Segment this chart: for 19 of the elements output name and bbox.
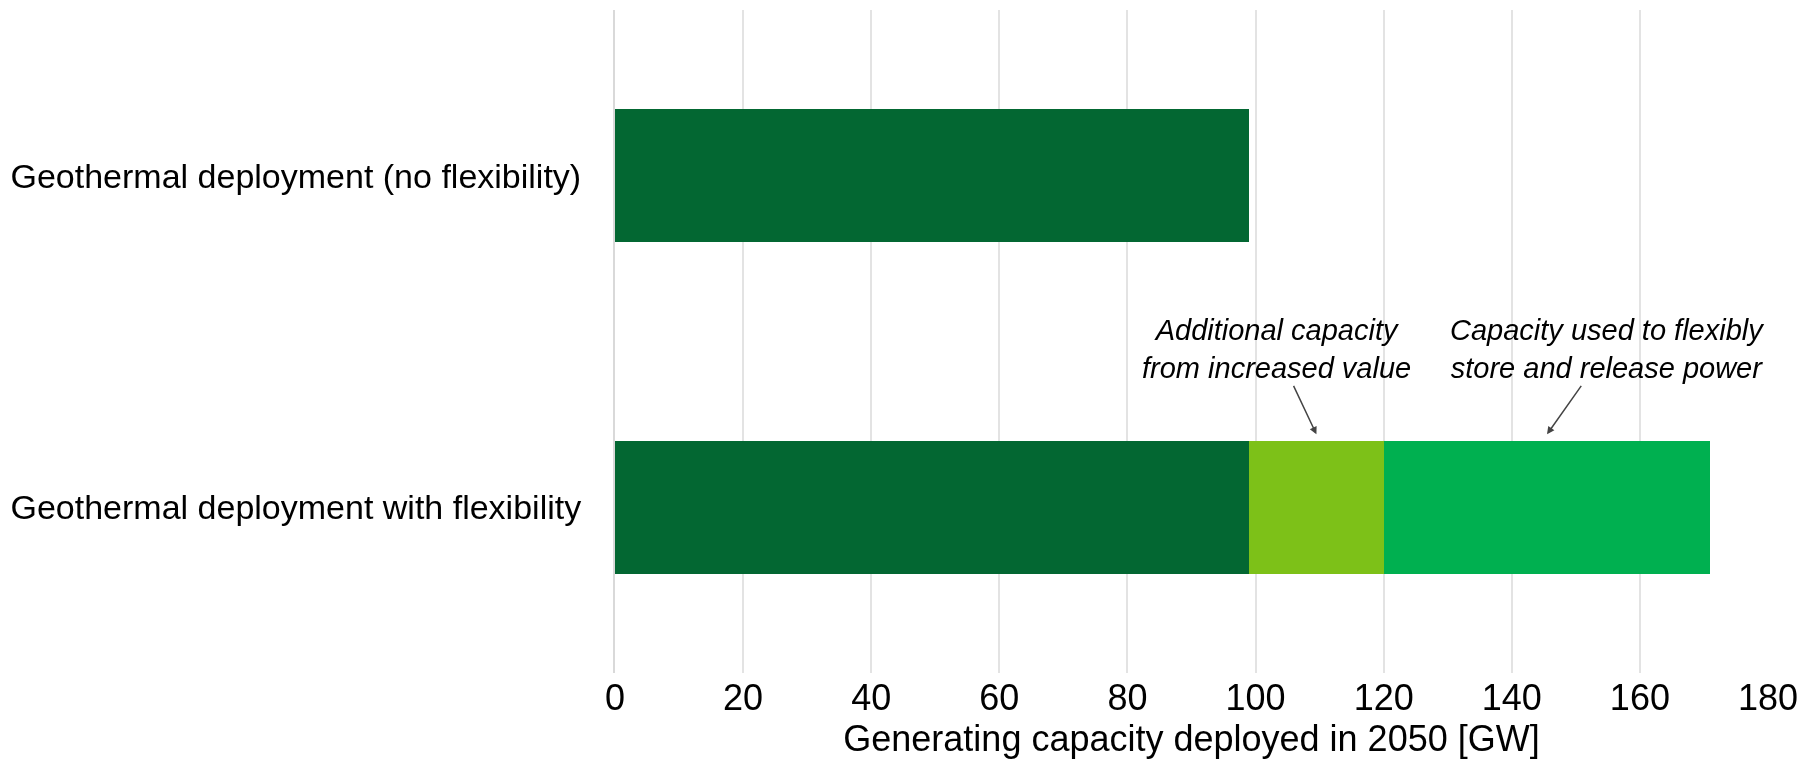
bar (1383, 440, 1711, 574)
annotation: Additional capacity from increased value (1142, 314, 1412, 384)
bar (615, 440, 1250, 574)
bar (615, 109, 1250, 243)
x-tick-label: 160 (1609, 677, 1670, 718)
bar (1249, 440, 1384, 574)
y-tick-label: Geothermal deployment (no flexibility) (10, 156, 582, 195)
x-tick-label: 0 (604, 677, 626, 718)
y-tick-label: Geothermal deployment with flexibility (10, 488, 582, 527)
x-tick-label: 80 (1107, 677, 1148, 718)
x-tick-label: 20 (723, 677, 764, 718)
x-tick-label: 120 (1353, 677, 1414, 718)
x-tick-label: 60 (979, 677, 1020, 718)
x-tick-label: 40 (851, 677, 892, 718)
x-tick-label: 180 (1737, 677, 1799, 718)
x-axis-title: Generating capacity deployed in 2050 [GW] (843, 718, 1540, 759)
x-tick-label: 140 (1481, 677, 1542, 718)
annotation: Capacity used to flexibly store and release power (1450, 314, 1765, 384)
x-tick-label: 100 (1225, 677, 1286, 718)
